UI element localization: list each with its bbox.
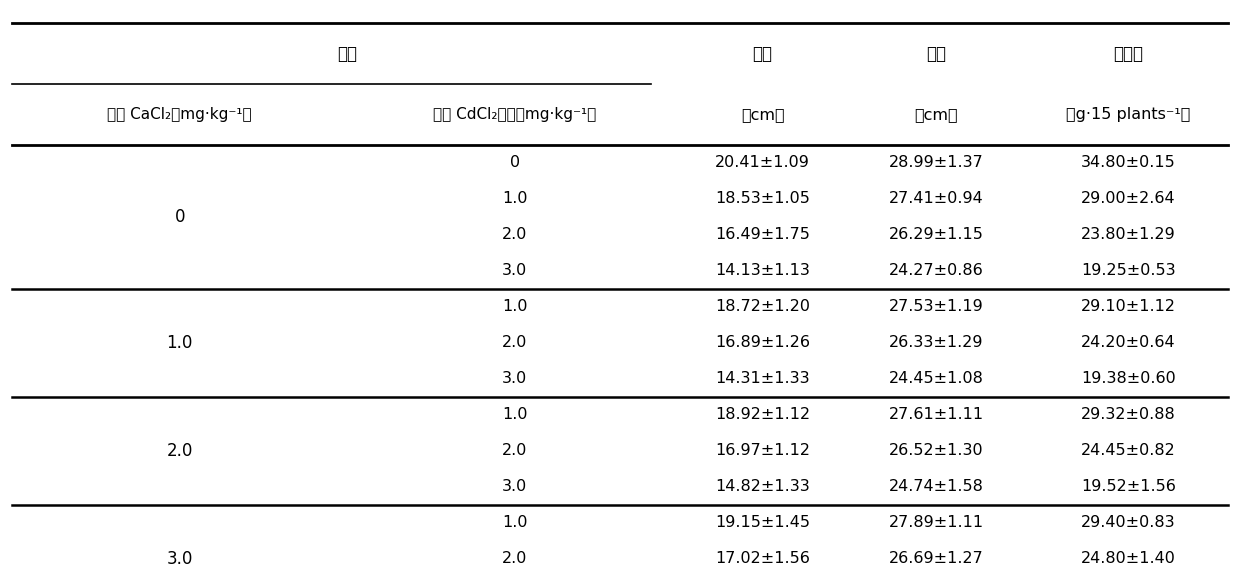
Text: 16.49±1.75: 16.49±1.75 <box>715 227 810 242</box>
Text: 29.32±0.88: 29.32±0.88 <box>1081 407 1176 422</box>
Text: 1.0: 1.0 <box>502 407 527 422</box>
Text: （g·15 plants⁻¹）: （g·15 plants⁻¹） <box>1066 107 1190 122</box>
Text: 27.89±1.11: 27.89±1.11 <box>889 515 983 530</box>
Text: 生物量: 生物量 <box>1114 45 1143 63</box>
Text: 29.00±2.64: 29.00±2.64 <box>1081 191 1176 206</box>
Text: 0: 0 <box>175 208 185 226</box>
Text: 1.0: 1.0 <box>502 515 527 530</box>
Text: 2.0: 2.0 <box>166 441 193 460</box>
Text: 1.0: 1.0 <box>502 299 527 314</box>
Text: 16.97±1.12: 16.97±1.12 <box>715 443 810 458</box>
Text: 26.52±1.30: 26.52±1.30 <box>889 443 983 458</box>
Text: 19.38±0.60: 19.38±0.60 <box>1081 371 1176 386</box>
Text: 24.20±0.64: 24.20±0.64 <box>1081 335 1176 350</box>
Text: 14.31±1.33: 14.31±1.33 <box>715 371 810 386</box>
Text: （cm）: （cm） <box>740 107 785 122</box>
Text: 20.41±1.09: 20.41±1.09 <box>715 155 810 171</box>
Text: 2.0: 2.0 <box>502 335 527 350</box>
Text: 土壤 CdCl₂含量（mg·kg⁻¹）: 土壤 CdCl₂含量（mg·kg⁻¹） <box>433 107 596 122</box>
Text: 3.0: 3.0 <box>502 263 527 278</box>
Text: 根长: 根长 <box>926 45 946 63</box>
Text: 24.27±0.86: 24.27±0.86 <box>889 263 983 278</box>
Text: 23.80±1.29: 23.80±1.29 <box>1081 227 1176 242</box>
Text: 14.82±1.33: 14.82±1.33 <box>715 479 810 494</box>
Text: 3.0: 3.0 <box>166 549 193 568</box>
Text: 3.0: 3.0 <box>502 479 527 494</box>
Text: 26.33±1.29: 26.33±1.29 <box>889 335 983 350</box>
Text: 3.0: 3.0 <box>502 371 527 386</box>
Text: 19.52±1.56: 19.52±1.56 <box>1081 479 1176 494</box>
Text: 16.89±1.26: 16.89±1.26 <box>715 335 810 350</box>
Text: 24.74±1.58: 24.74±1.58 <box>889 479 983 494</box>
Text: 29.10±1.12: 29.10±1.12 <box>1081 299 1176 314</box>
Text: 19.25±0.53: 19.25±0.53 <box>1081 263 1176 278</box>
Text: 18.53±1.05: 18.53±1.05 <box>715 191 810 206</box>
Text: 2.0: 2.0 <box>502 443 527 458</box>
Text: 26.29±1.15: 26.29±1.15 <box>889 227 983 242</box>
Text: 29.40±0.83: 29.40±0.83 <box>1081 515 1176 530</box>
Text: 24.45±1.08: 24.45±1.08 <box>889 371 983 386</box>
Text: 2.0: 2.0 <box>502 227 527 242</box>
Text: 18.72±1.20: 18.72±1.20 <box>715 299 810 314</box>
Text: 34.80±0.15: 34.80±0.15 <box>1081 155 1176 171</box>
Text: 27.53±1.19: 27.53±1.19 <box>889 299 983 314</box>
Text: 14.13±1.13: 14.13±1.13 <box>715 263 810 278</box>
Text: 18.92±1.12: 18.92±1.12 <box>715 407 810 422</box>
Text: 26.69±1.27: 26.69±1.27 <box>889 551 983 566</box>
Text: 1.0: 1.0 <box>166 334 193 352</box>
Text: 土施 CaCl₂（mg·kg⁻¹）: 土施 CaCl₂（mg·kg⁻¹） <box>108 107 252 122</box>
Text: 24.80±1.40: 24.80±1.40 <box>1081 551 1176 566</box>
Text: 28.99±1.37: 28.99±1.37 <box>889 155 983 171</box>
Text: 株高: 株高 <box>753 45 773 63</box>
Text: 27.41±0.94: 27.41±0.94 <box>889 191 983 206</box>
Text: 0: 0 <box>510 155 520 171</box>
Text: 处理: 处理 <box>337 45 357 63</box>
Text: 27.61±1.11: 27.61±1.11 <box>889 407 983 422</box>
Text: 2.0: 2.0 <box>502 551 527 566</box>
Text: 1.0: 1.0 <box>502 191 527 206</box>
Text: 24.45±0.82: 24.45±0.82 <box>1081 443 1176 458</box>
Text: 17.02±1.56: 17.02±1.56 <box>715 551 810 566</box>
Text: 19.15±1.45: 19.15±1.45 <box>715 515 810 530</box>
Text: （cm）: （cm） <box>914 107 959 122</box>
